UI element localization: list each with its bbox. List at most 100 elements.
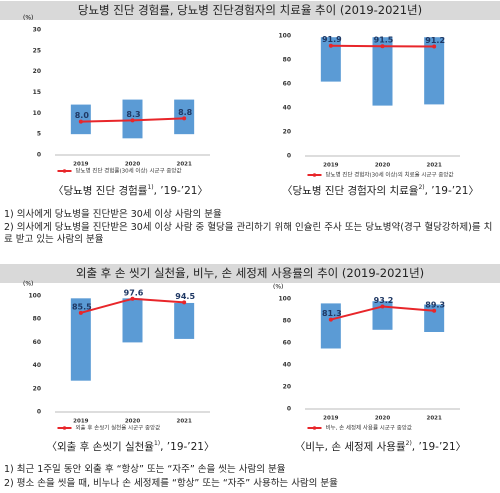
y-tick-label: 25 <box>33 47 41 54</box>
legend-marker <box>62 169 67 173</box>
y-tick-label: 40 <box>33 362 41 369</box>
y-tick-label: 80 <box>283 318 291 325</box>
median-point <box>432 308 437 313</box>
caption-text: 〈외출 후 손씻기 실천율 <box>47 441 155 453</box>
data-label: 91.9 <box>322 35 342 44</box>
y-tick-label: 100 <box>278 296 291 303</box>
median-point <box>78 119 83 124</box>
data-label: 91.2 <box>425 36 445 45</box>
y-tick-label: 100 <box>28 293 41 300</box>
data-label: 94.5 <box>175 292 195 301</box>
y-axis-label: (%) <box>273 284 283 291</box>
median-point <box>328 317 333 322</box>
note: 1) 의사에게 당뇨병을 진단받은 30세 이상 사람의 분율 <box>4 209 222 220</box>
legend-label: 외출 후 손씻기 실천율 시군구 중앙값 <box>76 424 161 432</box>
y-tick-label: 20 <box>283 384 291 391</box>
y-tick-label: 20 <box>33 68 41 75</box>
y-axis-label: (%) <box>23 281 33 288</box>
x-tick-label: 2021 <box>177 419 192 425</box>
caption-text: 〈당뇨병 진단 경험자의 치료율 <box>282 184 419 197</box>
caption-tail: , ’19-’21〉 <box>160 441 214 453</box>
x-tick-label: 2021 <box>427 416 442 422</box>
y-axis-label: (%) <box>23 15 33 22</box>
note: 2) 의사에게 당뇨병을 진단받은 30세 이상 사람 중 혈당을 관리하기 위… <box>4 222 493 245</box>
median-point <box>182 116 187 121</box>
data-label: 85.5 <box>72 302 92 311</box>
y-tick-label: 10 <box>33 110 41 117</box>
x-tick-label: 2020 <box>125 419 140 425</box>
caption: 〈당뇨병 진단 경험률1), ’19-’21〉 <box>53 184 208 198</box>
y-tick-label: 5 <box>37 131 41 138</box>
y-tick-label: 30 <box>33 27 41 34</box>
data-label: 8.3 <box>126 110 140 119</box>
range-bar <box>320 37 341 82</box>
caption: 〈외출 후 손씻기 실천율1), ’19-’21〉 <box>47 440 215 454</box>
data-label: 89.3 <box>425 300 445 309</box>
note: 2) 평소 손을 씻을 때, 비누나 손 세정제를 “항상” 또는 “자주” 사… <box>4 478 338 489</box>
x-tick-label: 2021 <box>427 163 442 169</box>
median-point <box>78 310 83 315</box>
data-label: 93.2 <box>374 296 394 305</box>
y-tick-label: 60 <box>33 339 41 346</box>
data-label: 91.5 <box>374 36 394 45</box>
median-point <box>182 300 187 305</box>
x-tick-label: 2020 <box>125 162 140 168</box>
caption-sup: 2) <box>406 440 412 447</box>
x-tick-label: 2021 <box>177 162 192 168</box>
x-tick-label: 2019 <box>73 419 88 425</box>
range-bar <box>122 298 143 343</box>
legend-label: 당뇨병 진단 경험자(30세 이상)의 치료율 시군구 중앙값 <box>326 171 454 179</box>
data-label: 8.0 <box>75 111 90 120</box>
median-point <box>432 44 437 49</box>
range-bar <box>424 304 445 332</box>
data-label: 81.3 <box>322 309 342 318</box>
section-title: 외출 후 손 씻기 실천율, 비누, 손 세정제 사용률의 추이 (2019-2… <box>0 264 500 283</box>
caption-sup: 1) <box>147 184 153 191</box>
section-title: 당뇨병 진단 경험률, 당뇨병 진단경험자의 치료율 추이 (2019-2021… <box>0 1 500 20</box>
x-tick-label: 2019 <box>73 162 88 168</box>
x-tick-label: 2020 <box>375 416 390 422</box>
median-point <box>130 118 135 123</box>
median-point <box>380 304 385 309</box>
caption: 〈당뇨병 진단 경험자의 치료율2), ’19-’21〉 <box>282 184 479 198</box>
range-bar <box>372 37 393 106</box>
legend-marker <box>312 173 317 177</box>
legend-marker <box>62 426 67 430</box>
median-point <box>380 44 385 49</box>
y-tick-label: 60 <box>283 81 291 88</box>
caption-tail: , ’19-’21〉 <box>412 441 466 453</box>
median-point <box>130 296 135 301</box>
x-tick-label: 2019 <box>323 416 338 422</box>
y-tick-label: 40 <box>283 362 291 369</box>
legend-label: 비누, 손 세정제 사용률 시군구 중앙값 <box>326 424 412 432</box>
y-tick-label: 80 <box>283 57 291 64</box>
caption-sup: 1) <box>154 440 160 447</box>
legend-marker <box>312 426 317 430</box>
x-tick-label: 2019 <box>323 163 338 169</box>
range-bar <box>424 37 445 105</box>
range-bar <box>174 302 195 339</box>
range-bar <box>70 104 91 135</box>
caption: 〈비누, 손 세정제 사용률2), ’19-’21〉 <box>295 440 466 454</box>
y-tick-label: 0 <box>37 409 41 416</box>
data-label: 8.8 <box>178 108 193 117</box>
range-bar <box>320 303 341 349</box>
caption-text: 〈당뇨병 진단 경험률 <box>53 184 148 197</box>
x-tick-label: 2020 <box>375 163 390 169</box>
y-tick-label: 0 <box>287 406 291 413</box>
legend-label: 당뇨병 진단 경험률(30세 이상) 시군구 중앙값 <box>76 167 182 175</box>
data-label: 97.6 <box>124 288 144 297</box>
caption-sup: 2) <box>418 184 424 191</box>
caption-text: 〈비누, 손 세정제 사용률 <box>295 441 406 453</box>
y-tick-label: 0 <box>287 153 291 160</box>
y-tick-label: 100 <box>278 33 291 40</box>
y-tick-label: 20 <box>283 129 291 136</box>
y-tick-label: 0 <box>37 152 41 159</box>
y-tick-label: 20 <box>33 385 41 392</box>
y-tick-label: 40 <box>283 105 291 112</box>
y-tick-label: 15 <box>33 89 41 96</box>
y-tick-label: 60 <box>283 340 291 347</box>
range-bar <box>70 298 91 381</box>
